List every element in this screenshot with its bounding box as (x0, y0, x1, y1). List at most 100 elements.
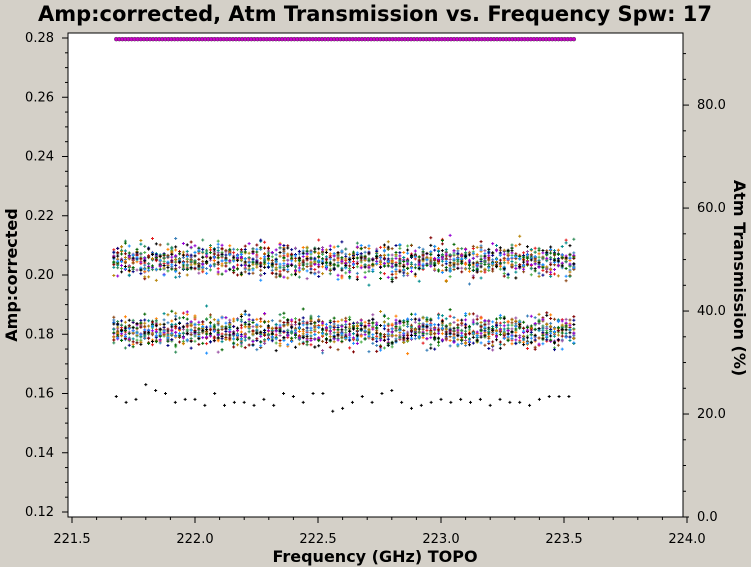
data-point (433, 328, 437, 332)
data-point (212, 262, 216, 266)
data-point (340, 335, 344, 339)
data-point (321, 392, 325, 395)
data-point (564, 331, 568, 335)
data-point (380, 392, 384, 395)
data-point (560, 256, 564, 260)
data-point (212, 255, 216, 259)
data-point (158, 264, 162, 268)
data-point (154, 333, 158, 337)
data-point (154, 389, 158, 393)
data-point (367, 244, 371, 248)
data-point (274, 260, 278, 264)
data-point (467, 269, 471, 273)
data-point (433, 244, 437, 248)
data-point (189, 259, 193, 263)
data-point (313, 263, 317, 267)
data-point (417, 327, 421, 331)
data-point (112, 273, 116, 277)
data-point (510, 321, 514, 325)
data-point (266, 320, 270, 324)
data-point (266, 256, 270, 260)
data-point (456, 262, 460, 266)
data-point (487, 332, 491, 336)
data-point (406, 244, 410, 248)
data-point (529, 247, 533, 251)
data-point (367, 283, 371, 287)
data-point (216, 253, 220, 257)
data-point (236, 318, 240, 322)
data-point (321, 332, 325, 336)
data-point (251, 325, 255, 329)
data-point (174, 334, 178, 338)
data-point (197, 264, 201, 268)
data-point (332, 262, 336, 266)
data-point (131, 345, 135, 349)
data-point (409, 323, 413, 327)
data-point (220, 243, 224, 247)
data-point (127, 255, 131, 259)
data-point (386, 328, 390, 332)
data-point (479, 316, 483, 320)
data-point (371, 268, 375, 272)
data-point (301, 400, 305, 404)
data-point (439, 397, 443, 401)
data-point (371, 337, 375, 341)
data-point (510, 263, 514, 267)
data-point (247, 317, 251, 321)
data-point (402, 336, 406, 340)
data-point (290, 318, 294, 322)
data-point (514, 255, 518, 259)
data-point (495, 338, 499, 342)
data-point (522, 260, 526, 264)
data-point (568, 253, 572, 257)
data-point (363, 250, 367, 254)
data-point (560, 331, 564, 335)
data-point (328, 262, 332, 266)
data-point (162, 318, 166, 322)
data-point (232, 259, 236, 263)
y2-tick-label: 20.0 (697, 407, 726, 422)
data-point (360, 394, 364, 398)
data-point (545, 313, 549, 317)
data-point (421, 332, 425, 336)
data-point (286, 343, 290, 347)
data-point (185, 268, 189, 272)
data-point (549, 321, 553, 325)
data-point (382, 327, 386, 331)
data-point (452, 263, 456, 267)
data-point (336, 273, 340, 277)
data-point (406, 271, 410, 275)
data-point (398, 261, 402, 265)
data-point (406, 320, 410, 324)
data-point (112, 338, 116, 342)
data-point (270, 335, 274, 339)
data-point (297, 318, 301, 322)
data-point (510, 259, 514, 263)
data-point (549, 268, 553, 272)
data-point (556, 329, 560, 333)
data-point (448, 314, 452, 318)
data-point (127, 318, 131, 322)
data-point (236, 338, 240, 342)
data-point (236, 326, 240, 330)
data-point (216, 239, 220, 243)
data-point (216, 350, 220, 354)
data-point (143, 312, 147, 316)
data-point (429, 236, 433, 240)
data-point (143, 324, 147, 328)
data-point (301, 327, 305, 331)
data-point (355, 341, 359, 345)
data-point (127, 332, 131, 336)
data-point (348, 270, 352, 274)
data-point (270, 331, 274, 335)
data-point (452, 249, 456, 253)
data-point (255, 337, 259, 341)
data-point (216, 336, 220, 340)
data-point (452, 326, 456, 330)
data-point (170, 252, 174, 256)
data-point (564, 241, 568, 245)
data-point (236, 333, 240, 337)
data-point (440, 332, 444, 336)
data-point (224, 264, 228, 268)
data-point (444, 260, 448, 264)
